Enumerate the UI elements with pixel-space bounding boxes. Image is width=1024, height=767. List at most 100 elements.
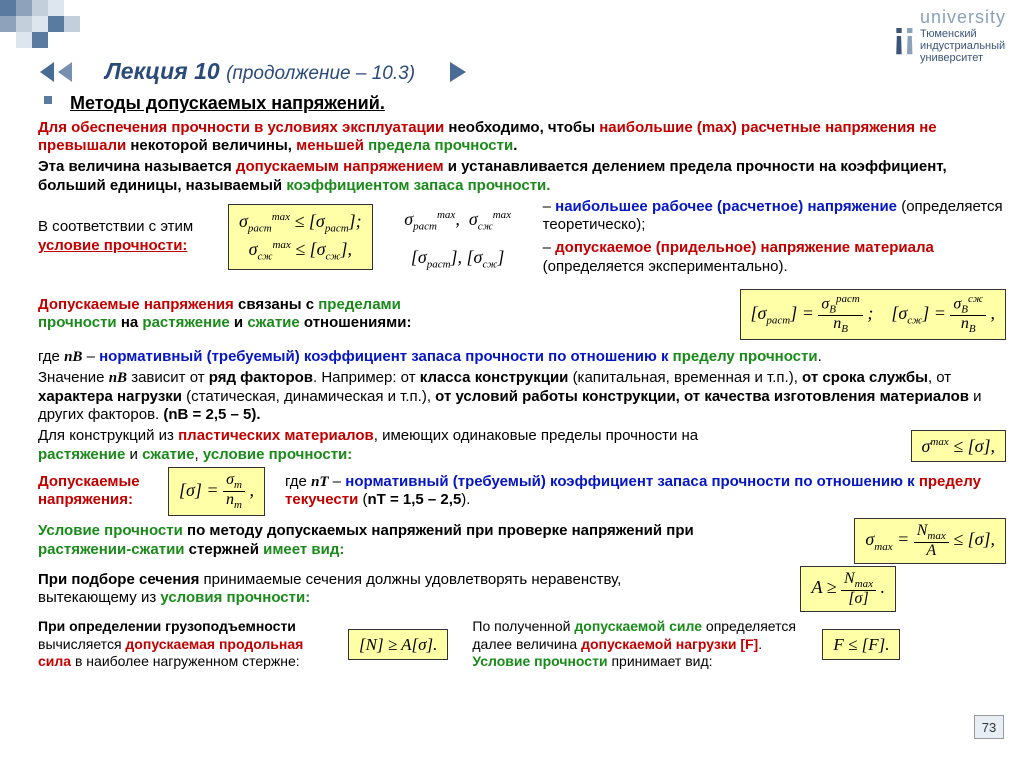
t: По полученной bbox=[472, 618, 574, 634]
t: предела прочности bbox=[368, 137, 513, 154]
formula-box-2: [σраст] = σВрастnВ ; [σсж] = σВсжnВ , bbox=[740, 289, 1006, 341]
t: характера нагрузки bbox=[38, 388, 186, 405]
relations-text: Допускаемые напряжения связаны с предела… bbox=[38, 296, 468, 334]
lecture-title: Лекция 10 (продолжение – 10.3) bbox=[105, 58, 415, 85]
t: Допускаемые напряжения bbox=[38, 296, 234, 313]
nb-para: где nВ – нормативный (требуемый) коэффиц… bbox=[38, 348, 1006, 367]
decorative-squares-row3 bbox=[16, 32, 48, 48]
t: нормативный (требуемый) коэффициент запа… bbox=[99, 348, 673, 365]
cond-label: условие прочности: bbox=[38, 237, 218, 256]
nav-prev2-icon[interactable] bbox=[58, 62, 72, 82]
section-row: При подборе сечения принимаемые сечения … bbox=[38, 566, 1006, 612]
legend2: – допускаемое (придельное) напряжение ма… bbox=[543, 239, 1006, 277]
formula-box-5: σmax = NmaxA ≤ [σ], bbox=[854, 518, 1006, 564]
t: nТ = 1,5 – 2,5 bbox=[367, 491, 461, 508]
t: некоторой величины, bbox=[130, 137, 296, 154]
logo-word: university bbox=[920, 8, 1006, 28]
t: сжатие bbox=[247, 314, 299, 331]
nav-arrows bbox=[40, 62, 72, 82]
t: При подборе сечения bbox=[38, 571, 199, 588]
t: . bbox=[513, 137, 517, 154]
t: и bbox=[230, 314, 248, 331]
t: связаны с bbox=[234, 296, 318, 313]
t: зависит от bbox=[127, 369, 209, 386]
load-text-right: По полученной допускаемой силе определяе… bbox=[472, 618, 812, 671]
nav-prev-icon[interactable] bbox=[40, 62, 54, 82]
t: Условие прочности bbox=[38, 522, 183, 539]
t: ряд факторов bbox=[209, 369, 313, 386]
t: – bbox=[543, 198, 556, 215]
t: по методу допускаемых напряжений bbox=[183, 522, 466, 539]
t: на bbox=[117, 314, 143, 331]
dn-row: Допускаемые напряжения: [σ] = σтnт , где… bbox=[38, 467, 1006, 516]
section-text: При подборе сечения принимаемые сечения … bbox=[38, 571, 638, 609]
t: условие прочности: bbox=[203, 446, 352, 463]
logo-line1: Тюменский bbox=[920, 28, 1006, 40]
t: и устанавливается делением bbox=[444, 158, 670, 175]
nav-next-icon[interactable] bbox=[450, 62, 466, 82]
t: где bbox=[38, 348, 64, 365]
t: необходимо, чтобы bbox=[444, 119, 599, 136]
t: (определяется экспериментально). bbox=[543, 258, 788, 275]
load-text-left: При определении грузоподъемности вычисля… bbox=[38, 618, 338, 671]
t: растяжении-сжатии bbox=[38, 541, 185, 558]
plastic-row: Для конструкций из пластических материал… bbox=[38, 427, 1006, 465]
t: сжатие bbox=[142, 446, 194, 463]
t: допускаемой нагрузки [F] bbox=[581, 636, 758, 652]
formula-box-7: [N] ≥ A[σ]. bbox=[348, 629, 448, 660]
t: в наиболее нагруженном стержне: bbox=[71, 653, 300, 669]
t: пределу прочности bbox=[673, 348, 818, 365]
symbols-col: σрастmax, σсжmax [σраст], [σсж] bbox=[383, 202, 533, 273]
decorative-squares bbox=[0, 0, 64, 16]
t: Эта величина называется bbox=[38, 158, 236, 175]
t: , bbox=[195, 446, 203, 463]
formula-box-4: [σ] = σтnт , bbox=[168, 467, 265, 516]
nt-text: где nТ – нормативный (требуемый) коэффиц… bbox=[285, 473, 1006, 511]
t: – bbox=[329, 473, 346, 490]
nb-para2: Значение nВ зависит от ряд факторов. Нап… bbox=[38, 369, 1006, 425]
t: допускаемой силе bbox=[574, 618, 702, 634]
t: стержней bbox=[185, 541, 264, 558]
t: nВ bbox=[109, 370, 127, 386]
strength-condition-row: В соответствии с этим условие прочности:… bbox=[38, 198, 1006, 277]
t: . bbox=[758, 636, 762, 652]
university-logo: ¡¡ university Тюменский индустриальный у… bbox=[893, 8, 1006, 64]
t: имеет вид: bbox=[263, 541, 344, 558]
formula-box-6: A ≥ Nmax[σ] . bbox=[800, 566, 896, 612]
t: коэффициентом запаса прочности. bbox=[286, 177, 550, 194]
t: от условий работы конструкции, от качест… bbox=[435, 388, 969, 405]
logo-line2: индустриальный bbox=[920, 40, 1006, 52]
t: вычисляется bbox=[38, 636, 125, 652]
nav-next-wrap bbox=[450, 62, 466, 82]
t: Для обеспечения прочности в условиях экс… bbox=[38, 119, 444, 136]
t: класса конструкции bbox=[420, 369, 573, 386]
t: и bbox=[125, 446, 142, 463]
cond-row: Условие прочности по методу допускаемых … bbox=[38, 518, 1006, 564]
formula-box-1: σрастmax ≤ [σраст]; σсжmax ≤ [σсж], bbox=[228, 204, 373, 270]
legend-col: – наибольшее рабочее (расчетное) напряже… bbox=[543, 198, 1006, 277]
t: – bbox=[543, 239, 556, 256]
logo-mark: ¡¡ bbox=[893, 15, 914, 58]
f4r: [σсж] = σВсжnВ , bbox=[891, 294, 995, 336]
t: условия прочности: bbox=[160, 589, 310, 606]
title-main: Лекция 10 bbox=[105, 58, 226, 84]
intro-para-2: Эта величина называется допускаемым напр… bbox=[38, 158, 1006, 196]
t: nВ bbox=[64, 349, 82, 365]
intro-para-1: Для обеспечения прочности в условиях экс… bbox=[38, 119, 1006, 157]
legend1: – наибольшее рабочее (расчетное) напряже… bbox=[543, 198, 1006, 236]
t: растяжение bbox=[38, 446, 125, 463]
t: , от bbox=[928, 369, 951, 386]
formula-box-3: σmax ≤ [σ], bbox=[911, 430, 1006, 463]
left-label: В соответствии с этим условие прочности: bbox=[38, 218, 218, 256]
slide-number: 73 bbox=[974, 715, 1004, 739]
dn-label: Допускаемые напряжения: bbox=[38, 473, 158, 511]
t: при bbox=[662, 522, 694, 539]
t: наибольшее рабочее (расчетное) напряжени… bbox=[555, 198, 897, 215]
t: , называемый bbox=[177, 177, 286, 194]
t: . bbox=[818, 348, 822, 365]
relations-row: Допускаемые напряжения связаны с предела… bbox=[38, 289, 1006, 341]
methods-heading: Методы допускаемых напряжений. bbox=[70, 92, 1006, 115]
t: Допускаемые напряжения bbox=[38, 473, 140, 509]
t: В соответствии с этим bbox=[38, 218, 218, 237]
t: наибольшие (max) расчетные напряжения bbox=[599, 119, 919, 136]
